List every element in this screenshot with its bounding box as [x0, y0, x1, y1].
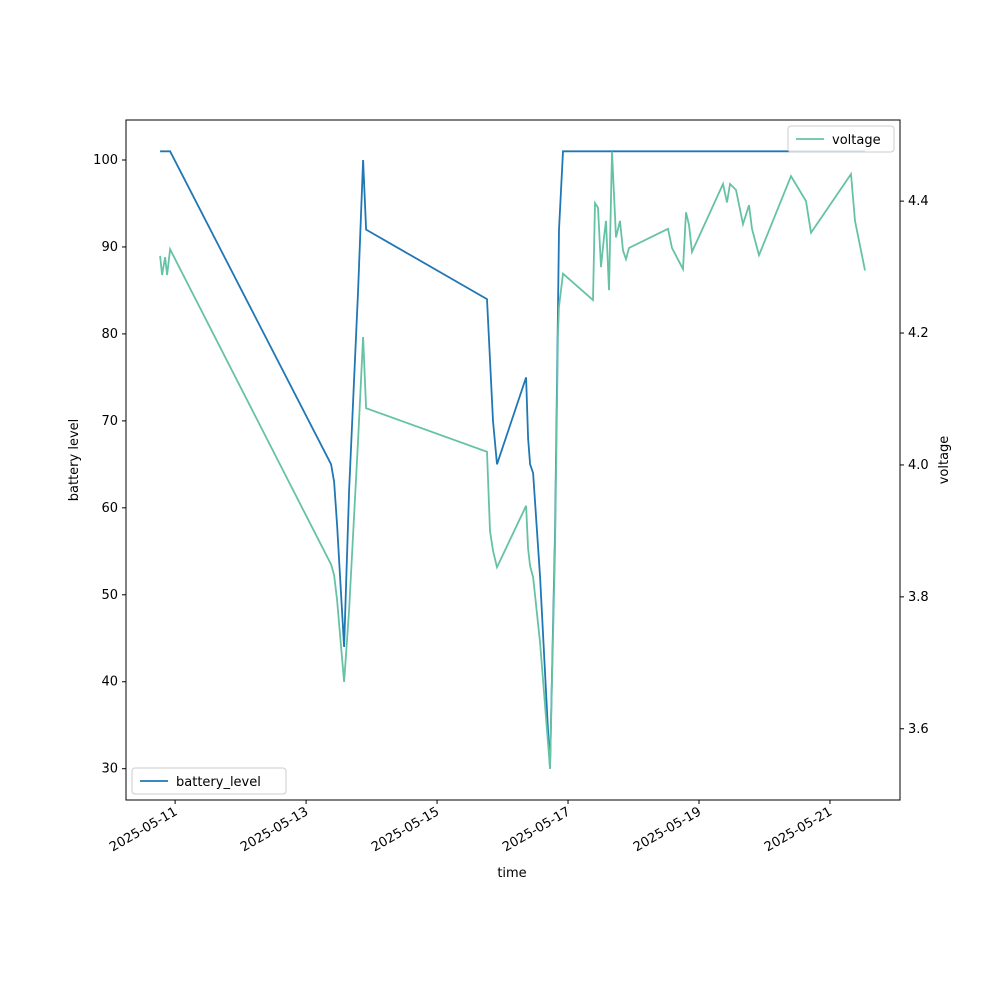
x-tick-label: 2025-05-17: [500, 804, 573, 855]
plot-frame: [125, 119, 901, 801]
legend-box: [131, 767, 287, 795]
y-tick-label: 40: [101, 675, 118, 690]
x-tick-label: 2025-05-21: [762, 804, 835, 855]
y-tick-label: 30: [101, 762, 118, 777]
y-tick-label: 70: [101, 414, 118, 429]
y2-tick-label: 3.6: [908, 722, 929, 737]
legend-label: voltage: [832, 133, 881, 148]
series-line: [160, 150, 865, 769]
y-tick-label: 90: [101, 240, 118, 255]
x-tick-label: 2025-05-13: [238, 804, 311, 855]
y2-axis-label: voltage: [937, 436, 952, 485]
y-tick-label: 60: [101, 501, 118, 516]
y2-tick-label: 4.4: [908, 194, 929, 209]
y-tick-label: 100: [93, 153, 118, 168]
series-line: [159, 151, 866, 769]
x-tick-label: 2025-05-19: [631, 804, 704, 855]
y2-tick-label: 3.8: [908, 590, 929, 605]
x-tick-label: 2025-05-11: [107, 804, 180, 855]
y-axis-label: battery level: [67, 419, 82, 502]
legend-box: [787, 125, 895, 153]
y-tick-label: 80: [101, 327, 118, 342]
legend-label: battery_level: [176, 775, 261, 790]
y-tick-label: 50: [101, 588, 118, 603]
x-tick-label: 2025-05-15: [369, 804, 442, 855]
y2-tick-label: 4.2: [908, 326, 929, 341]
y2-tick-label: 4.0: [908, 458, 929, 473]
x-axis-label: time: [497, 866, 526, 881]
